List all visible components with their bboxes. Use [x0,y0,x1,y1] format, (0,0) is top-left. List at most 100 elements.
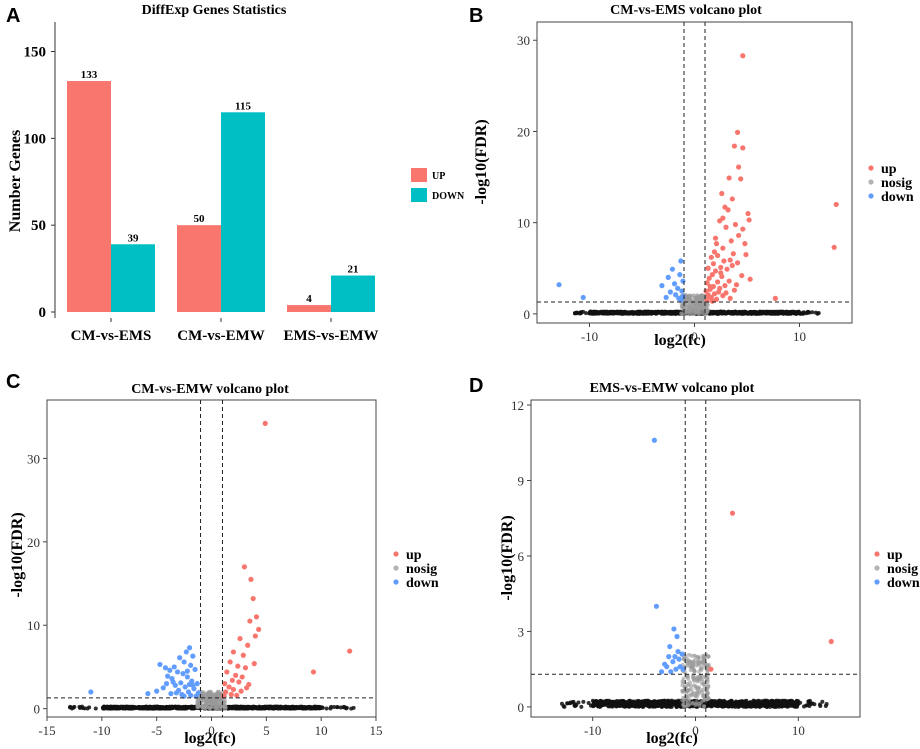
panel-d-title: EMS-vs-EMW volcano plot [590,381,755,396]
panel-d-nosig-point [788,698,793,703]
panel-c-legend-marker-nosig [393,565,399,571]
panel-b-nosig-point [813,310,818,315]
panel-a-x-tick-label: EMS-vs-EMW [284,328,379,344]
panel-c-up-point [227,659,233,665]
panel-a-bar-up-cm-vs-emw [177,225,221,312]
panel-d-nosig-point [655,703,660,708]
panel-b-nosig-point [574,311,579,316]
panel-b-up-point [736,164,742,170]
panel-d-nosig-point [697,669,702,674]
panel-b-up-point [716,289,722,295]
panel-b-up-point [709,272,715,278]
panel-a-bar-value-label: 21 [348,264,359,276]
panel-b-up-point [727,257,733,263]
panel-c-up-point [347,648,353,654]
panel-b-nosig-point [699,311,704,316]
panel-b-up-point [718,270,724,276]
panel-c-down-point [180,671,186,677]
panel-b-nosig-point [684,305,689,310]
panel-a-y-tick-label: 0 [39,305,47,321]
panel-a-bar-value-label: 115 [235,100,251,112]
panel-d-nosig-point [705,686,710,691]
panel-d-nosig-point [574,703,579,708]
panel-d-nosig-point [760,703,765,708]
panel-d-down-point [676,656,682,662]
panel-d-legend-label-up: up [887,548,903,563]
panel-c-down-point [182,684,188,690]
panel-d-y-tick-label: 0 [518,700,525,715]
panel-b-up-point [705,265,711,271]
panel-b-nosig-point [591,309,596,314]
panel-b-plot-frame [536,21,853,324]
panel-c-up-point [256,626,262,633]
panel-d-nosig-point [669,698,674,703]
panel-d-nosig-point [720,702,725,707]
panel-a-legend-label-up: UP [432,171,445,182]
panel-b-y-tick-label: 0 [524,307,531,322]
panel-d-nosig-point [818,703,823,708]
panel-b-nosig-point [687,308,692,313]
panel-c-down-point [167,667,173,673]
panel-d-nosig-point [579,704,584,709]
panel-d-nosig-point [770,699,775,704]
panel-d-nosig-point [710,699,715,704]
panel-b-nosig-point [694,306,699,311]
panel-c-nosig-point [310,705,315,710]
panel-b-nosig-point [639,311,644,316]
panel-c-up-point [236,679,242,685]
panel-d-nosig-point [696,686,701,691]
panel-d-nosig-point [783,703,788,708]
panel-b-y-tick-label: 20 [517,124,530,139]
panel-b-legend-label-nosig: nosig [881,176,912,191]
panel-c-up-point [242,665,249,671]
panel-b-nosig-point [697,294,702,299]
panel-d-nosig-point [676,698,681,703]
panel-d-y-tick-label: 9 [518,474,525,489]
panel-d-nosig-point [741,703,746,708]
panel-b-nosig-point [693,295,698,300]
panel-a-legend: UP DOWN [411,168,465,202]
panel-b-up-point [729,262,735,269]
panel-d-nosig-point [697,677,702,682]
panel-d-nosig-point [767,699,772,704]
panel-d-nosig-point [686,676,691,681]
panel-c-up-point [235,663,241,669]
panel-c-y-tick-label: 30 [27,451,40,466]
panel-c-y-tick-label: 0 [34,702,41,717]
panel-d-nosig-point [606,704,611,709]
panel-c-nosig-point [234,706,239,711]
panel-d-nosig-point [783,699,788,704]
panel-a-bar-chart: DiffExp Genes Statistics Number Genes 0 5… [7,3,465,344]
panel-c-down-point [160,685,166,691]
panel-b-up-point [740,145,746,151]
panel-d-down-point [666,654,672,660]
panel-d-nosig-point [652,701,657,706]
panel-a-title: DiffExp Genes Statistics [142,3,287,18]
panel-b-up-point [730,251,736,257]
panel-c-up-point [250,595,256,602]
panel-b-up-point [707,283,713,290]
panel-b-up-point [717,218,723,224]
panel-b-up-point [746,217,752,223]
panel-c-up-point [238,688,244,694]
panel-d-nosig-point [808,702,813,707]
panel-d-nosig-point [691,683,696,688]
panel-d-nosig-point [701,657,706,662]
panel-c-nosig-point [80,705,85,710]
panel-c-down-point [173,690,180,696]
panel-b-up-point [745,210,751,217]
panel-b-nosig-point [669,310,674,315]
panel-d-nosig-point [692,668,697,673]
panel-b-up-point [718,264,724,270]
panel-b-nosig-point [701,303,706,308]
panel-c-down-point [192,666,198,673]
panel-d-nosig-point [735,701,740,706]
panel-a-bar-up-ems-vs-emw [287,305,331,312]
panel-c-x-axis-label: log2(fc) [184,730,236,747]
panel-d-nosig-point [674,704,679,709]
panel-b-up-point [712,268,719,274]
panel-d-legend-marker-nosig [874,565,880,571]
panel-b-down-point [680,278,686,284]
panel-b-up-point [729,196,735,202]
panel-b-nosig-point [654,310,659,315]
